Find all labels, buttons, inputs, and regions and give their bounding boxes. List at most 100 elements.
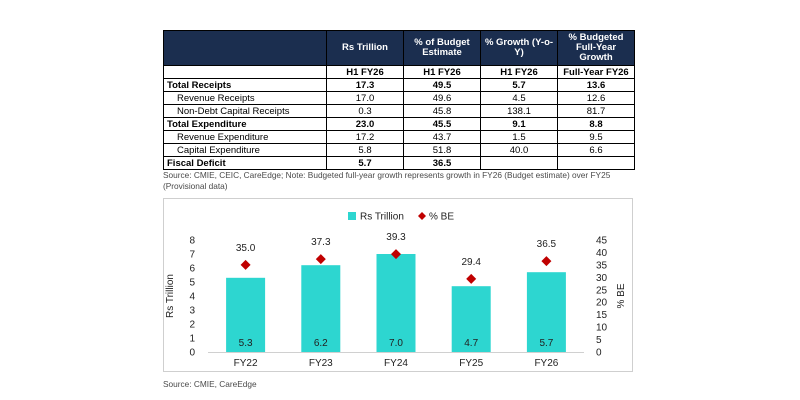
y-axis-tick-label: 5 — [189, 278, 195, 289]
bar — [226, 277, 266, 352]
bar-value-label: 5.3 — [239, 338, 253, 349]
y-axis-title: Rs Trillion — [165, 274, 176, 318]
y-axis-tick-label: 2 — [189, 320, 195, 331]
fiscal-summary-table: Rs Trillion % of Budget Estimate % Growt… — [163, 30, 635, 170]
pct-be-value-label: 39.3 — [386, 232, 406, 243]
legend-marker-swatch — [418, 212, 426, 220]
header-cell: % Growth (Y-o-Y) — [480, 30, 558, 66]
y2-axis-tick-label: 15 — [596, 310, 608, 321]
table-cell: 36.5 — [403, 156, 481, 170]
y2-axis-tick-label: 35 — [596, 260, 608, 271]
table-cell: 51.8 — [403, 143, 481, 157]
x-axis-tick-label: FY26 — [534, 358, 558, 369]
table-row: Fiscal Deficit 5.7 36.5 — [163, 156, 635, 170]
table-cell: 138.1 — [480, 104, 558, 118]
table-cell: 13.6 — [557, 78, 635, 92]
table-cell: 9.1 — [480, 117, 558, 131]
subheader-cell — [163, 65, 327, 79]
y-axis-tick-label: 3 — [189, 306, 195, 317]
table-cell: 45.5 — [403, 117, 481, 131]
y-axis-tick-label: 4 — [189, 292, 195, 303]
table-row: Non-Debt Capital Receipts 0.3 45.8 138.1… — [163, 104, 635, 118]
row-label: Revenue Expenditure — [163, 130, 327, 144]
table-cell — [480, 156, 558, 170]
table-row: Total Receipts 17.3 49.5 5.7 13.6 — [163, 78, 635, 92]
table-cell: 9.5 — [557, 130, 635, 144]
table-cell: 43.7 — [403, 130, 481, 144]
table-header-row: Rs Trillion % of Budget Estimate % Growt… — [163, 30, 635, 66]
y2-axis-tick-label: 0 — [596, 348, 602, 359]
table-cell: 8.8 — [557, 117, 635, 131]
y2-axis-tick-label: 5 — [596, 335, 602, 346]
header-cell — [163, 30, 327, 66]
table-cell: 5.8 — [326, 143, 404, 157]
row-label: Non-Debt Capital Receipts — [163, 104, 327, 118]
header-cell: % of Budget Estimate — [403, 30, 481, 66]
table-cell: 17.2 — [326, 130, 404, 144]
table-cell: 45.8 — [403, 104, 481, 118]
pct-be-value-label: 35.0 — [236, 243, 256, 254]
subheader-cell: H1 FY26 — [326, 65, 404, 79]
bar-value-label: 4.7 — [464, 338, 478, 349]
legend-bar-swatch — [348, 212, 356, 220]
x-axis-tick-label: FY24 — [384, 358, 408, 369]
row-label: Total Receipts — [163, 78, 327, 92]
table-row: Revenue Expenditure 17.2 43.7 1.5 9.5 — [163, 130, 635, 144]
bar — [526, 272, 566, 352]
bar — [376, 254, 416, 352]
y2-axis-tick-label: 20 — [596, 298, 608, 309]
subheader-cell: H1 FY26 — [480, 65, 558, 79]
table-cell: 81.7 — [557, 104, 635, 118]
table-cell: 23.0 — [326, 117, 404, 131]
subheader-cell: Full-Year FY26 — [557, 65, 635, 79]
table-cell: 49.6 — [403, 91, 481, 105]
table-cell: 1.5 — [480, 130, 558, 144]
row-label: Fiscal Deficit — [163, 156, 327, 170]
y2-axis-tick-label: 40 — [596, 248, 608, 259]
y2-axis-tick-label: 30 — [596, 273, 608, 284]
table-cell: 6.6 — [557, 143, 635, 157]
x-axis-tick-label: FY23 — [309, 358, 333, 369]
x-axis-tick-label: FY25 — [459, 358, 483, 369]
table-cell: 0.3 — [326, 104, 404, 118]
table-cell: 5.7 — [326, 156, 404, 170]
pct-be-value-label: 37.3 — [311, 237, 331, 248]
legend-marker-label: % BE — [429, 212, 454, 223]
pct-be-marker — [466, 273, 477, 284]
bar — [301, 265, 341, 352]
y-axis-tick-label: 7 — [189, 250, 195, 261]
legend-bar-label: Rs Trillion — [360, 212, 404, 223]
pct-be-marker — [240, 259, 251, 270]
y2-axis-tick-label: 10 — [596, 323, 608, 334]
table-source-note: Source: CMIE, CEIC, CareEdge; Note: Budg… — [163, 170, 611, 191]
bar-value-label: 6.2 — [314, 338, 328, 349]
table-cell: 49.5 — [403, 78, 481, 92]
table-subheader-row: H1 FY26 H1 FY26 H1 FY26 Full-Year FY26 — [163, 65, 635, 79]
y2-axis-tick-label: 25 — [596, 285, 608, 296]
table-cell — [557, 156, 635, 170]
table-cell: 40.0 — [480, 143, 558, 157]
table-row: Capital Expenditure 5.8 51.8 40.0 6.6 — [163, 143, 635, 157]
header-cell: % Budgeted Full-Year Growth — [557, 30, 635, 66]
x-axis-tick-label: FY22 — [234, 358, 258, 369]
pct-be-value-label: 36.5 — [537, 239, 557, 250]
y2-axis-title: % BE — [616, 283, 627, 308]
table-cell: 4.5 — [480, 91, 558, 105]
table-row: Revenue Receipts 17.0 49.6 4.5 12.6 — [163, 91, 635, 105]
row-label: Total Expenditure — [163, 117, 327, 131]
table-cell: 17.0 — [326, 91, 404, 105]
header-cell: Rs Trillion — [326, 30, 404, 66]
table-row: Total Expenditure 23.0 45.5 9.1 8.8 — [163, 117, 635, 131]
row-label: Capital Expenditure — [163, 143, 327, 157]
pct-be-marker — [391, 249, 401, 260]
y-axis-tick-label: 6 — [189, 264, 195, 275]
pct-be-marker — [315, 254, 326, 265]
subheader-cell: H1 FY26 — [403, 65, 481, 79]
pct-be-marker — [541, 256, 552, 267]
bar — [451, 286, 491, 352]
chart-source-note: Source: CMIE, CareEdge — [163, 379, 257, 389]
table-cell: 12.6 — [557, 91, 635, 105]
table-cell: 5.7 — [480, 78, 558, 92]
chart-container: 0 1 2 3 4 5 6 7 8 0 5 10 15 20 25 30 35 40 45 Rs Trillion% … — [163, 198, 633, 372]
